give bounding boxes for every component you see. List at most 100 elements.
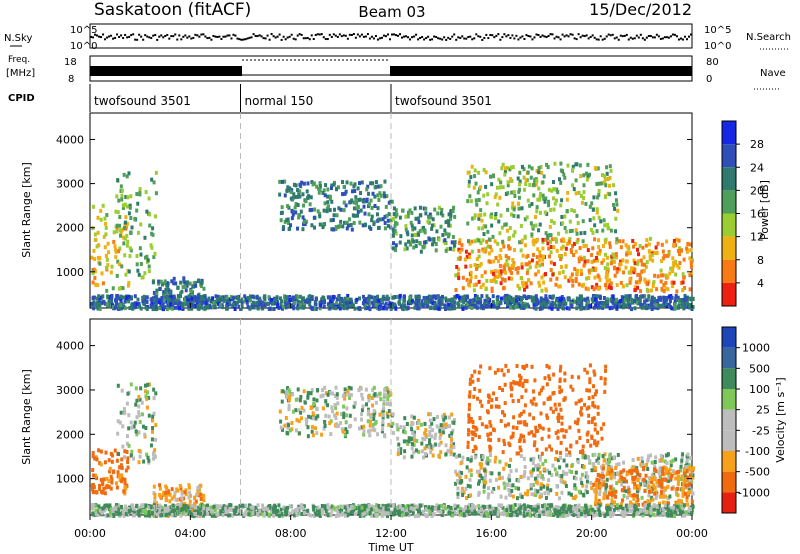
data-cell (654, 245, 658, 250)
data-cell (656, 298, 660, 303)
data-cell (298, 189, 302, 194)
data-cell (599, 484, 603, 489)
data-cell (608, 183, 612, 188)
data-cell (94, 237, 98, 242)
data-cell (595, 182, 599, 187)
data-cell (401, 208, 405, 213)
data-cell (475, 427, 479, 432)
data-cell (565, 453, 569, 458)
data-cell (650, 480, 654, 485)
data-cell (290, 216, 294, 221)
data-cell (498, 185, 502, 190)
data-cell (229, 295, 233, 300)
data-cell (466, 170, 470, 175)
data-cell (509, 165, 513, 170)
data-cell (382, 399, 386, 404)
data-cell (610, 493, 614, 498)
data-cell (422, 228, 426, 233)
data-cell (416, 304, 420, 309)
data-cell (141, 295, 145, 300)
noise-tick-top-right: 10^5 (704, 25, 731, 36)
data-cell (367, 301, 371, 306)
data-cell (510, 271, 514, 276)
nave-label: Nave (760, 68, 786, 79)
data-cell (561, 269, 565, 274)
data-cell (399, 234, 403, 239)
data-cell (478, 263, 482, 268)
data-cell (191, 284, 195, 289)
data-cell (283, 179, 287, 184)
data-cell (451, 442, 455, 447)
data-cell (354, 195, 358, 200)
noise-point (106, 36, 109, 39)
data-cell (402, 429, 406, 434)
noise-point (142, 38, 145, 41)
noise-point (601, 38, 604, 41)
data-cell (110, 264, 114, 269)
data-cell (565, 241, 569, 246)
data-cell (427, 445, 431, 450)
data-cell (680, 458, 684, 463)
data-cell (595, 458, 599, 463)
data-cell (460, 299, 464, 304)
noise-point (437, 37, 440, 40)
data-cell (483, 212, 487, 217)
data-cell (359, 208, 363, 213)
data-cell (525, 363, 529, 368)
data-cell (574, 191, 578, 196)
data-cell (470, 455, 474, 460)
data-cell (487, 486, 491, 491)
noise-point (477, 35, 480, 38)
data-cell (537, 280, 541, 285)
data-cell (586, 162, 590, 167)
data-cell (482, 232, 486, 237)
data-cell (424, 428, 428, 433)
data-cell (381, 415, 385, 420)
data-cell (340, 427, 344, 432)
data-cell (469, 175, 473, 180)
data-cell (593, 422, 597, 427)
data-cell (676, 493, 680, 498)
data-cell (136, 230, 140, 235)
data-cell (511, 425, 515, 430)
data-cell (407, 299, 411, 304)
data-cell (560, 215, 564, 220)
data-cell (126, 239, 130, 244)
data-cell (388, 391, 392, 396)
data-cell (418, 229, 422, 234)
data-cell (448, 246, 452, 251)
data-cell (488, 458, 492, 463)
data-cell (477, 434, 481, 439)
data-cell (458, 255, 462, 260)
data-cell (454, 454, 458, 459)
data-cell (498, 231, 502, 236)
data-cell (584, 474, 588, 479)
data-cell (552, 196, 556, 201)
data-cell (466, 221, 470, 226)
data-cell (301, 227, 305, 232)
data-cell (554, 303, 558, 308)
data-cell (671, 256, 675, 261)
data-cell (426, 219, 430, 224)
data-cell (676, 248, 680, 253)
data-cell (178, 306, 182, 311)
data-cell (383, 179, 387, 184)
data-cell (314, 426, 318, 431)
noise-point (208, 36, 211, 39)
noise-point (479, 35, 482, 38)
data-cell (671, 284, 675, 289)
data-cell (551, 294, 555, 299)
data-cell (382, 392, 386, 397)
data-cell (500, 296, 504, 301)
data-cell (479, 240, 483, 245)
noise-point (296, 34, 299, 37)
data-cell (618, 239, 622, 244)
data-cell (309, 295, 313, 300)
data-cell (374, 420, 378, 425)
data-cell (575, 271, 579, 276)
data-cell (438, 435, 442, 440)
noise-point (415, 33, 418, 36)
data-cell (507, 244, 511, 249)
data-cell (318, 222, 322, 227)
data-cell (525, 215, 529, 220)
